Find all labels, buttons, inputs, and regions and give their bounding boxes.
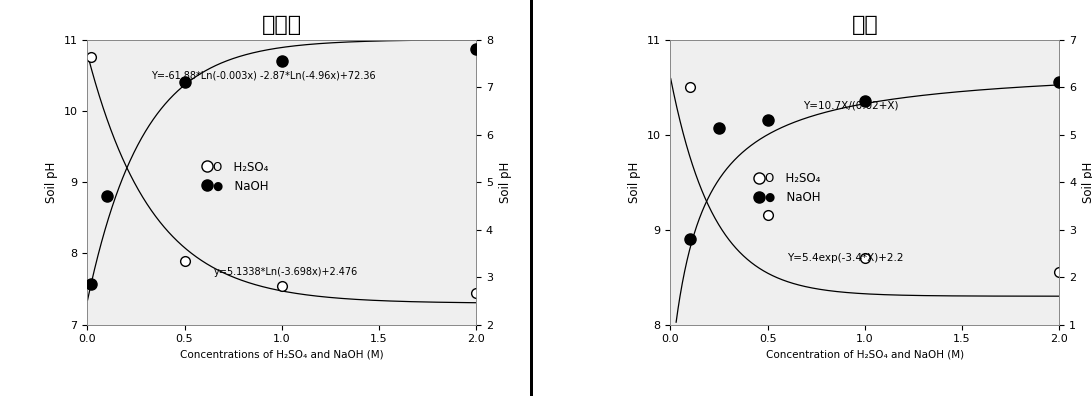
- Title: 양토: 양토: [852, 15, 878, 35]
- Y-axis label: Soil pH: Soil pH: [499, 162, 511, 203]
- Text: Y=-61.88*Ln(-0.003x) -2.87*Ln(-4.96x)+72.36: Y=-61.88*Ln(-0.003x) -2.87*Ln(-4.96x)+72…: [152, 71, 376, 81]
- Title: 사양토: 사양토: [262, 15, 301, 35]
- Y-axis label: Soil pH: Soil pH: [45, 162, 58, 203]
- Y-axis label: Soil pH: Soil pH: [628, 162, 641, 203]
- Y-axis label: Soil pH: Soil pH: [1082, 162, 1092, 203]
- Legend: O   H₂SO₄, ●   NaOH: O H₂SO₄, ● NaOH: [202, 156, 273, 197]
- Text: Y=10.7X/(0.02+X): Y=10.7X/(0.02+X): [803, 101, 898, 110]
- Text: Y=5.4exp(-3.4*X)+2.2: Y=5.4exp(-3.4*X)+2.2: [787, 253, 903, 263]
- X-axis label: Concentrations of H₂SO₄ and NaOH (M): Concentrations of H₂SO₄ and NaOH (M): [180, 350, 383, 360]
- X-axis label: Concentration of H₂SO₄ and NaOH (M): Concentration of H₂SO₄ and NaOH (M): [765, 350, 964, 360]
- Legend: O   H₂SO₄, ●   NaOH: O H₂SO₄, ● NaOH: [755, 167, 824, 209]
- Text: y=5.1338*Ln(-3.698x)+2.476: y=5.1338*Ln(-3.698x)+2.476: [214, 267, 358, 277]
